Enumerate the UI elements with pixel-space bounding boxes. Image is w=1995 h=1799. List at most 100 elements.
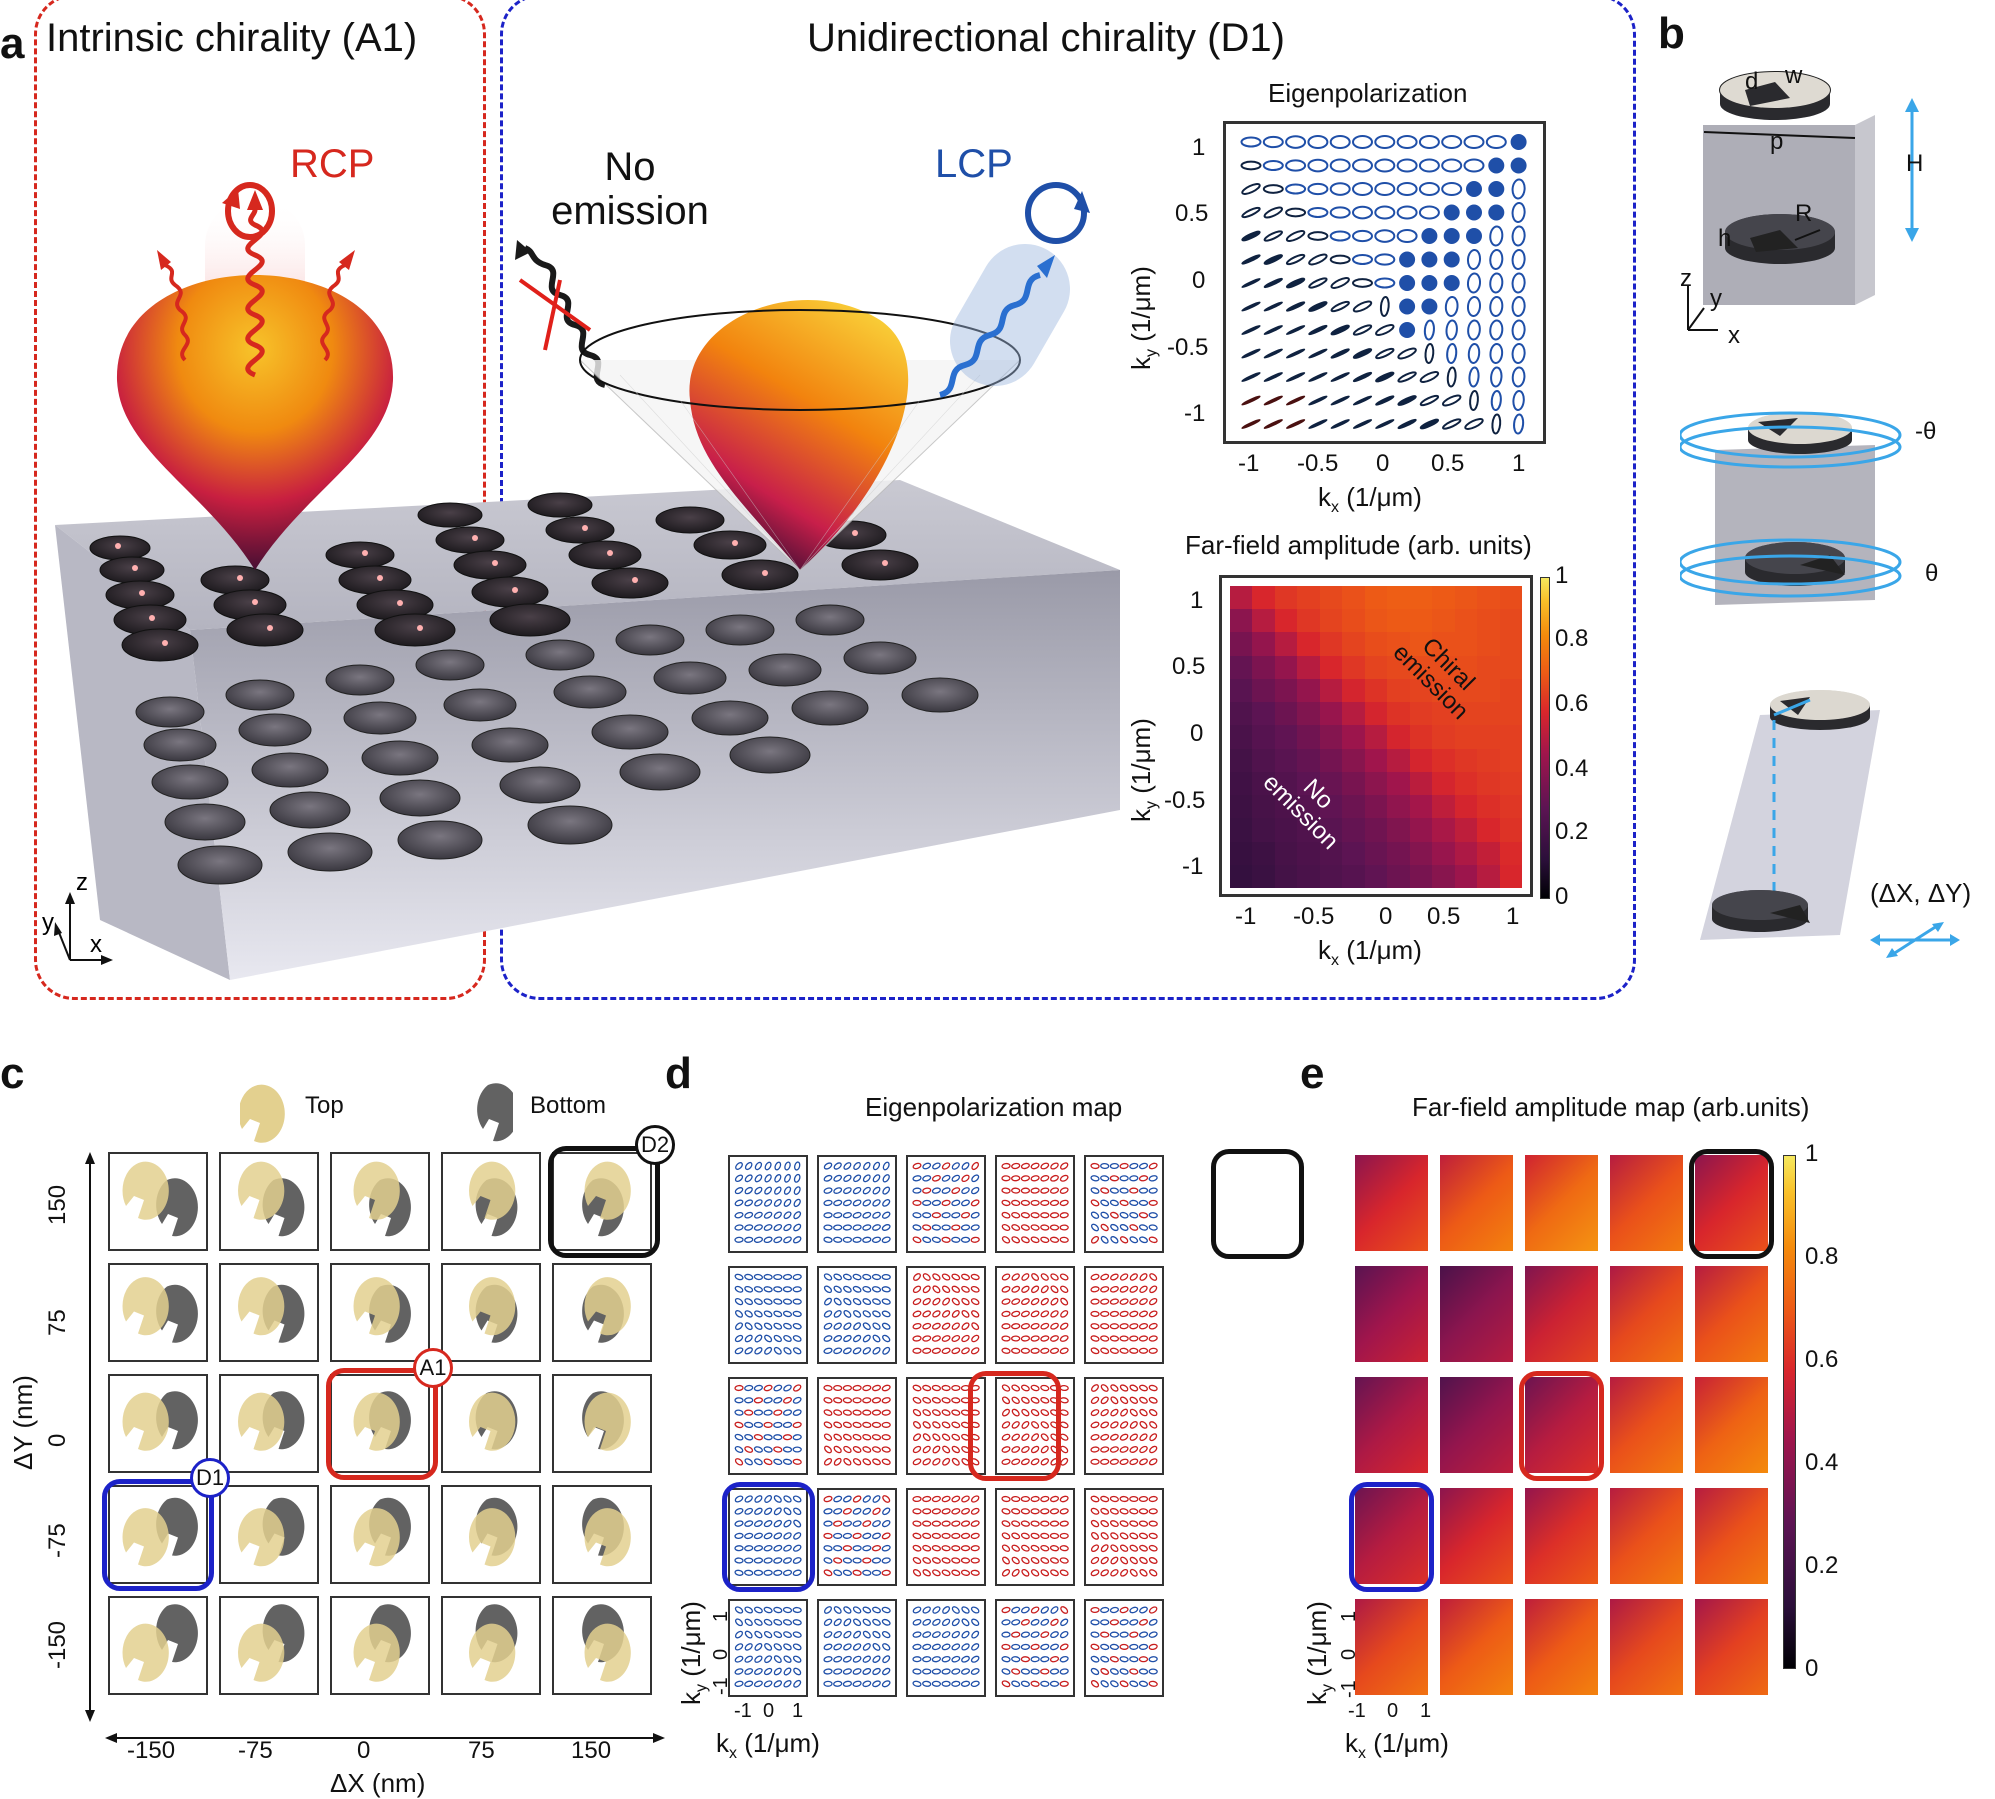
displacement-cell (552, 1374, 652, 1473)
polarization-ellipse (1421, 275, 1438, 291)
polarization-ellipse (1285, 277, 1306, 289)
farfield-subplot (1440, 1155, 1513, 1251)
polarization-ellipse (1329, 135, 1351, 149)
displacement-cell (330, 1152, 430, 1251)
farfield-subplot (1610, 1155, 1683, 1251)
polarization-ellipse (1374, 158, 1396, 173)
heat-cell (1387, 586, 1410, 610)
heat-cell (1477, 795, 1500, 819)
c-ytick: -150 (44, 1620, 71, 1669)
panel-e-title: Far-field amplitude map (arb.units) (1412, 1092, 1810, 1122)
heat-cell (1297, 795, 1320, 819)
heat-cell (1454, 655, 1478, 679)
polarization-ellipse (1330, 371, 1350, 383)
polarization-ellipse (1511, 272, 1526, 294)
blocked-emission-wave (515, 240, 607, 388)
label-d: d (1745, 68, 1759, 95)
intrinsic-chirality-title: Intrinsic chirality (A1) (42, 18, 422, 58)
polarization-ellipse (1443, 251, 1460, 268)
polarization-ellipse (1241, 230, 1261, 242)
axis-triad-a: z y x (42, 869, 113, 965)
c-ytick: 75 (44, 1309, 71, 1336)
polarization-ellipse (1352, 278, 1373, 288)
xtick: 1 (1512, 450, 1526, 477)
farfield-subplot (1525, 1155, 1598, 1251)
polarization-ellipse (1308, 277, 1328, 289)
polarization-ellipse (1424, 343, 1435, 364)
heat-cell (1297, 818, 1320, 842)
polarization-ellipse (1511, 249, 1526, 270)
polarization-ellipse (1329, 230, 1351, 242)
polarization-ellipse (1330, 324, 1350, 336)
e-ytick: -1 (1338, 1680, 1360, 1698)
xtick: 0.5 (1431, 450, 1465, 477)
unidirectional-chirality-title: Unidirectional chirality (D1) (803, 18, 1289, 58)
polarization-ellipse (1446, 366, 1457, 388)
polarization-ellipse (1241, 277, 1261, 289)
polarization-ellipse (1418, 205, 1440, 220)
heat-cell (1274, 702, 1298, 726)
displacement-cell (552, 1152, 652, 1251)
heat-cell (1432, 771, 1455, 796)
heat-cell (1364, 795, 1388, 819)
polarization-ellipse (1285, 301, 1306, 312)
heat-cell (1342, 702, 1365, 726)
rcp-label: RCP (290, 142, 375, 186)
polarization-ellipse (1352, 135, 1373, 149)
polarization-ellipse (1467, 343, 1481, 364)
eigenpolarization-subplot (906, 1488, 986, 1586)
heat-cell (1364, 771, 1388, 796)
label-H: H (1906, 150, 1924, 177)
polarization-ellipse (1466, 249, 1482, 270)
farfield-subplot (1525, 1266, 1598, 1362)
heat-cell (1230, 702, 1253, 726)
polarization-ellipse (1485, 135, 1507, 149)
heat-cell (1319, 771, 1343, 796)
heat-cell (1454, 748, 1478, 772)
heat-cell (1432, 702, 1455, 726)
heat-cell (1319, 702, 1343, 726)
polarization-ellipse (1374, 135, 1396, 149)
heat-cell (1499, 702, 1522, 726)
polarization-ellipse (1466, 181, 1482, 197)
polarization-ellipse (1399, 275, 1416, 291)
farfield-title: Far-field amplitude (arb. units) (1185, 530, 1532, 560)
ytick: 0.5 (1175, 200, 1209, 227)
polarization-ellipse (1263, 348, 1283, 359)
polarization-ellipse (1397, 418, 1417, 430)
eigenpolarization-subplot (906, 1266, 986, 1364)
polarization-ellipse (1375, 371, 1395, 383)
d-xtick: 0 (763, 1700, 775, 1722)
heat-cell (1364, 655, 1388, 679)
heat-cell (1477, 702, 1500, 726)
c-xtick: 0 (357, 1737, 371, 1764)
d-ytick: 1 (710, 1610, 732, 1622)
heat-cell (1499, 818, 1522, 842)
heat-cell (1477, 841, 1500, 865)
polarization-ellipse (1491, 413, 1502, 435)
heat-cell (1252, 748, 1275, 772)
polarization-ellipse (1466, 204, 1482, 221)
heat-cell (1342, 655, 1365, 679)
heat-cell (1387, 702, 1410, 726)
heat-cell (1297, 771, 1320, 796)
heat-cell (1274, 748, 1298, 772)
polarization-ellipse (1241, 395, 1261, 406)
shift-unit-cell (1700, 690, 1880, 940)
heat-cell (1454, 609, 1478, 633)
polarization-ellipse (1307, 207, 1329, 218)
polarization-ellipse (1241, 206, 1261, 219)
heat-cell (1499, 586, 1522, 610)
heat-cell (1252, 841, 1275, 865)
eigenpolarization-title: Eigenpolarization (1268, 78, 1468, 108)
heat-cell (1364, 841, 1388, 865)
polarization-ellipse (1375, 324, 1395, 336)
eigenpolarization-subplot (1084, 1488, 1164, 1586)
heat-cell (1319, 818, 1343, 842)
polarization-ellipse (1374, 277, 1396, 289)
polarization-ellipse (1510, 134, 1527, 150)
d2-badge: D2 (635, 1125, 675, 1165)
heat-cell (1319, 864, 1343, 888)
polarization-ellipse (1352, 348, 1373, 359)
svg-text:y: y (42, 909, 54, 936)
